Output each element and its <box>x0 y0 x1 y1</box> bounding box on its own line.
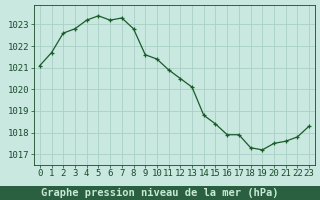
Text: Graphe pression niveau de la mer (hPa): Graphe pression niveau de la mer (hPa) <box>41 188 279 198</box>
